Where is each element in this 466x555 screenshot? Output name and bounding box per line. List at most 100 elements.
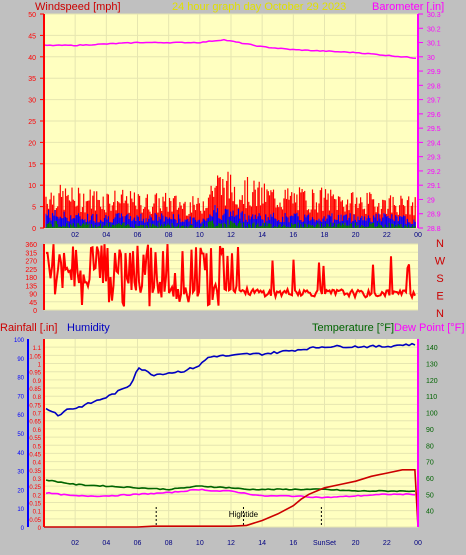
barometer-label: Barometer [.in]	[372, 1, 444, 13]
barometer-tick-label: 29.2	[427, 169, 441, 176]
temperature-tick-label: 50	[426, 492, 434, 499]
rainfall-tick-label: 0.4	[33, 461, 42, 467]
direction-tick-label: 360	[25, 242, 37, 249]
humidity-tick-label: 10	[17, 507, 24, 513]
barometer-tick-label: 29.9	[427, 69, 441, 76]
compass-label: N	[436, 238, 444, 250]
wind-tick-label: 10	[28, 183, 36, 190]
humidity-label: Humidity	[67, 322, 110, 334]
rainfall-tick-label: 0.15	[29, 501, 41, 507]
event-marker-label: Hightide	[229, 510, 259, 519]
direction-tick-label: 135	[25, 283, 37, 290]
temperature-tick-label: 120	[426, 378, 438, 385]
rainfall-tick-label: 0.95	[29, 371, 41, 377]
wind-tick-label: 25	[28, 119, 36, 126]
temperature-tick-label: 90	[426, 427, 434, 434]
wind-tick-label: 15	[28, 162, 36, 169]
barometer-line	[43, 38, 417, 60]
rainfall-tick-label: 0.6	[33, 428, 42, 434]
barometer-tick-label: 30.2	[427, 26, 441, 33]
compass-label: N	[436, 308, 444, 320]
wind-x-tick-label: 02	[71, 232, 79, 239]
wind-tick-label: 5	[32, 205, 36, 212]
rainfall-tick-label: 1	[38, 363, 42, 369]
direction-tick-label: 270	[25, 259, 37, 266]
climate-x-tick-label: 06	[134, 540, 142, 547]
wind-tick-label: 50	[28, 12, 36, 19]
rainfall-tick-label: 0.1	[33, 510, 42, 516]
wind-x-tick-label: 04	[102, 232, 110, 239]
rainfall-tick-label: 0.7	[33, 412, 42, 418]
dewpoint-label: Dew Point [°F]	[394, 322, 464, 334]
wind-bars	[45, 171, 416, 228]
windspeed-label: Windspeed [mph]	[35, 1, 121, 13]
climate-x-tick-label: 04	[102, 540, 110, 547]
wind-x-tick-label: 16	[289, 232, 297, 239]
climate-x-tick-label: 16	[289, 540, 297, 547]
barometer-tick-label: 29.4	[427, 140, 441, 147]
rainfall-tick-label: 1.1	[33, 346, 42, 352]
barometer-tick-label: 29.7	[427, 98, 441, 105]
rainfall-tick-label: 0.85	[29, 387, 41, 393]
humidity-tick-label: 60	[17, 413, 24, 419]
temperature-tick-label: 140	[426, 345, 438, 352]
humidity-axis-ticks: 0 10 20 30 40 50 60 70 80 90 100	[14, 338, 25, 532]
climate-x-tick-label: 10	[196, 540, 204, 547]
climate-x-tick-label: 02	[71, 540, 79, 547]
barometer-tick-label: 29.6	[427, 112, 441, 119]
wind-x-tick-label: 22	[383, 232, 391, 239]
series-line	[44, 468, 419, 528]
wind-x-tick-label: 18	[321, 232, 329, 239]
wind-x-tick-label: 00	[414, 232, 422, 239]
wind-panel-grid	[44, 13, 419, 229]
climate-series	[44, 342, 419, 528]
direction-tick-label: 90	[29, 292, 37, 299]
temperature-tick-label: 130	[426, 362, 438, 369]
wind-axis-ticks: 0 5 10 15 20 25 30 35 40 45 50	[28, 12, 44, 233]
temperature-label: Temperature [°F]	[312, 322, 394, 334]
rainfall-tick-label: 0.05	[29, 518, 41, 524]
climate-x-tick-label: 14	[258, 540, 266, 547]
wind-x-tick-label: 14	[258, 232, 266, 239]
rainfall-tick-label: 0.5	[33, 444, 42, 450]
barometer-tick-label: 30.1	[427, 41, 441, 48]
climate-x-tick-label: 12	[227, 540, 235, 547]
humidity-tick-label: 40	[17, 451, 24, 457]
rainfall-axis-ticks: 0 0.05 0.1 0.15 0.2 0.25 0.3 0.35 0.4 0.45 0.5 0.55…	[29, 346, 41, 532]
rainfall-tick-label: 0.2	[33, 493, 42, 499]
humidity-tick-label: 0	[21, 526, 25, 532]
wind-tick-label: 0	[32, 226, 36, 233]
barometer-tick-label: 29.5	[427, 126, 441, 133]
humidity-tick-label: 100	[14, 338, 25, 344]
barometer-axis-ticks: 28.8 28.9 29 29.1 29.2 29.3 29.4 29.5 29.6 29.7 29…	[418, 12, 441, 233]
climate-x-tick-label: 20	[352, 540, 360, 547]
climate-x-tick-label: SunSet	[313, 540, 336, 547]
series-line	[45, 488, 416, 499]
temperature-tick-label: 80	[426, 443, 434, 450]
temperature-tick-label: 100	[426, 411, 438, 418]
rainfall-tick-label: 0	[38, 526, 42, 532]
rainfall-tick-label: 0.25	[29, 485, 41, 491]
humidity-tick-label: 20	[17, 488, 24, 494]
rainfall-tick-label: 0.45	[29, 452, 41, 458]
series-line	[45, 479, 415, 493]
rainfall-tick-label: 0.8	[33, 395, 42, 401]
wind-x-tick-label: 08	[165, 232, 173, 239]
wind-tick-label: 40	[28, 55, 36, 62]
wind-tick-label: 35	[28, 76, 36, 83]
humidity-tick-label: 70	[17, 394, 24, 400]
rainfall-tick-label: 0.55	[29, 436, 41, 442]
climate-x-tick-label: 00	[414, 540, 422, 547]
direction-tick-label: 225	[25, 267, 37, 274]
wind-x-tick-label: 20	[352, 232, 360, 239]
rainfall-tick-label: 1.05	[29, 354, 41, 360]
humidity-tick-label: 30	[17, 470, 24, 476]
barometer-tick-label: 29.1	[427, 183, 441, 190]
barometer-tick-label: 29.3	[427, 155, 441, 162]
rainfall-tick-label: 0.9	[33, 379, 42, 385]
temperature-axis-ticks: 40 50 60 70 80 90 100 110 120 130 140	[426, 345, 438, 515]
